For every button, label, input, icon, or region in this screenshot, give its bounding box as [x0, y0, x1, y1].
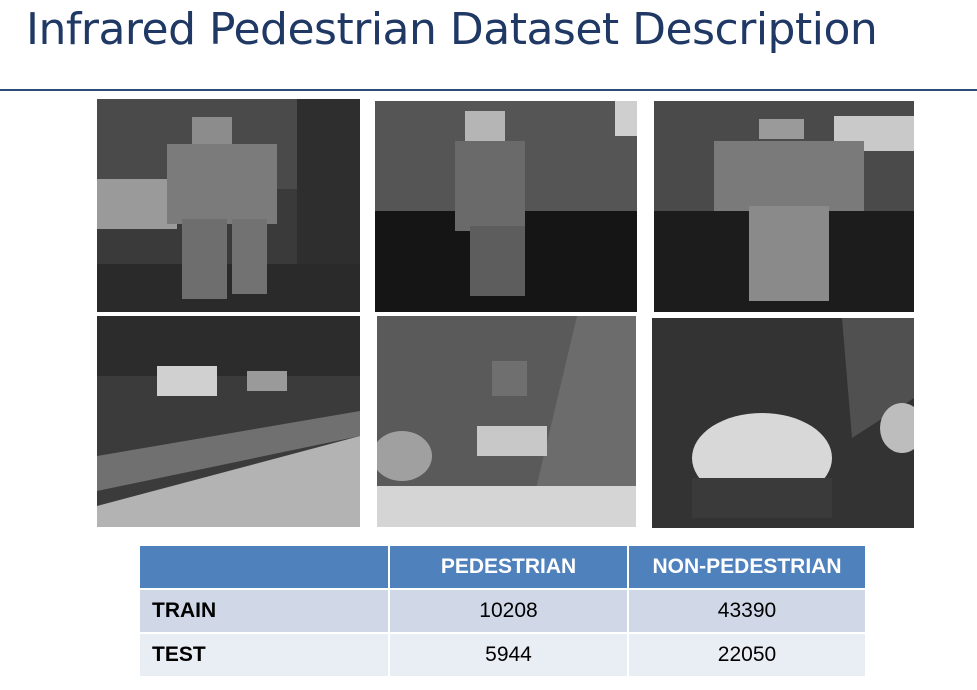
- table-row-test: TEST 5944 22050: [140, 633, 867, 678]
- header-non-pedestrian: NON-PEDESTRIAN: [628, 546, 867, 590]
- table-header-row: PEDESTRIAN NON-PEDESTRIAN: [140, 546, 867, 590]
- title-divider: [0, 89, 977, 91]
- pedestrian-thumbnail-3: [654, 101, 914, 312]
- row-label-train: TRAIN: [140, 589, 390, 634]
- pedestrian-thumbnail-2: [375, 101, 637, 312]
- non-pedestrian-thumbnail-1: [97, 316, 360, 527]
- slide-title: Infrared Pedestrian Dataset Description: [26, 4, 878, 55]
- pedestrian-thumbnail-1: [97, 99, 360, 312]
- table-corner-cell: [140, 546, 390, 590]
- table-row-train: TRAIN 10208 43390: [140, 589, 867, 634]
- non-pedestrian-thumbnail-3: [652, 318, 914, 528]
- train-non-pedestrian-count: 43390: [628, 589, 867, 634]
- test-pedestrian-count: 5944: [389, 633, 629, 678]
- train-pedestrian-count: 10208: [389, 589, 629, 634]
- test-non-pedestrian-count: 22050: [628, 633, 867, 678]
- dataset-table: PEDESTRIAN NON-PEDESTRIAN TRAIN 10208 43…: [140, 546, 867, 678]
- non-pedestrian-thumbnail-2: [377, 316, 636, 527]
- row-label-test: TEST: [140, 633, 390, 678]
- header-pedestrian: PEDESTRIAN: [389, 546, 629, 590]
